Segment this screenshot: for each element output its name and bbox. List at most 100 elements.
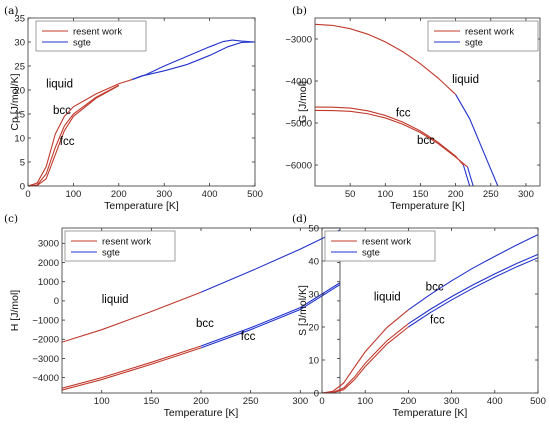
- series-line: [315, 106, 464, 166]
- x-axis-label: Temperature [K]: [164, 407, 239, 419]
- phase-annotation: bcc: [417, 135, 435, 147]
- phase-annotation: bcc: [196, 318, 214, 330]
- x-axis-label: Temperature [K]: [393, 407, 468, 419]
- series-line: [28, 78, 133, 186]
- y-tick-label: −4000: [32, 373, 59, 384]
- y-tick-label: 20: [308, 322, 319, 333]
- series-line: [408, 234, 538, 311]
- y-tick-label: 0: [54, 296, 59, 307]
- series-line: [132, 39, 255, 80]
- x-tick-label: 300: [444, 396, 460, 407]
- plot-frame: [61, 227, 341, 394]
- y-tick-label: 30: [308, 289, 319, 300]
- x-tick-label: 200: [400, 396, 416, 407]
- series-line: [200, 284, 340, 349]
- x-tick-label: 100: [65, 189, 81, 200]
- legend-label: resent work: [362, 236, 411, 247]
- x-tick-label: 250: [483, 189, 499, 200]
- y-tick-label: −3000: [285, 34, 312, 45]
- y-tick-label: −6000: [285, 160, 312, 171]
- y-tick-label: 1000: [38, 277, 59, 288]
- legend-box: [64, 230, 176, 262]
- legend-label: sgte: [362, 247, 380, 258]
- plot-frame: [314, 17, 541, 187]
- x-tick-label: 500: [247, 189, 263, 200]
- y-axis-label: G [J/mol]: [297, 81, 309, 123]
- x-tick-label: 100: [377, 189, 393, 200]
- plot-frame: [27, 17, 256, 187]
- y-tick-label: 40: [308, 256, 319, 267]
- y-tick-label: −4000: [285, 76, 312, 87]
- x-axis-label: Temperature [K]: [390, 200, 465, 212]
- series-line: [62, 345, 202, 389]
- y-tick-label: 0: [20, 181, 25, 192]
- x-tick-label: 100: [357, 396, 373, 407]
- panel-c: (c)100 150 200 250 300−4000−3000−2000−100001…: [4, 213, 341, 419]
- y-axis-label: Cp [J/mol/K]: [9, 73, 21, 130]
- series-line: [322, 309, 409, 393]
- x-tick-label: 100: [94, 396, 110, 407]
- series-line: [28, 85, 120, 186]
- x-tick-label: 200: [193, 396, 209, 407]
- panel-letter: (a): [4, 5, 18, 17]
- x-axis-label: Temperature [K]: [104, 200, 179, 212]
- panel-d: (d) 0 100 200 300 400 500 0 10 20 30 40 50 Temperatur…: [292, 213, 546, 419]
- series-line: [315, 109, 468, 168]
- legend-box: [35, 20, 147, 52]
- panel-b: (b) 50 100 150 200 250 300 −3000 −4000 −5000 −6000…: [285, 5, 541, 212]
- y-tick-label: 30: [14, 37, 25, 48]
- y-tick-label: 5: [20, 157, 25, 168]
- phase-annotation: fcc: [396, 108, 411, 120]
- legend-label: resent work: [73, 26, 122, 37]
- series-line: [467, 166, 474, 186]
- plot-frame: [321, 227, 539, 394]
- y-tick-label: −1000: [32, 315, 59, 326]
- series-line: [322, 326, 409, 393]
- phase-annotation: bcc: [53, 105, 71, 117]
- phase-annotation: fcc: [430, 315, 445, 327]
- x-tick-label: 0: [25, 189, 30, 200]
- series-line: [200, 229, 340, 293]
- legend-label: resent work: [465, 26, 514, 37]
- legend-box: [324, 230, 436, 262]
- legend-label: sgte: [102, 247, 120, 258]
- y-tick-label: 50: [308, 223, 319, 234]
- panel-letter: (b): [292, 5, 307, 17]
- y-tick-label: 20: [14, 85, 25, 96]
- series-line: [408, 257, 538, 328]
- legend-label: sgte: [465, 37, 483, 48]
- series-line: [408, 253, 538, 325]
- panel-a: (a) 0 100 200 300 400 500 0 5 10 15 20 25 30 35 Tempera…: [4, 5, 263, 212]
- x-tick-label: 150: [143, 396, 159, 407]
- x-tick-label: 300: [292, 396, 308, 407]
- y-tick-label: −5000: [285, 118, 312, 129]
- x-tick-label: 200: [448, 189, 464, 200]
- y-axis-label: H [J/mol]: [9, 290, 21, 332]
- y-tick-label: 10: [14, 133, 25, 144]
- y-tick-label: 35: [14, 13, 25, 24]
- y-tick-label: 3000: [38, 239, 59, 250]
- series-line: [322, 323, 409, 393]
- y-tick-label: −3000: [32, 354, 59, 365]
- x-tick-label: 500: [530, 396, 546, 407]
- phase-annotation: fcc: [60, 136, 75, 148]
- y-tick-label: 10: [308, 355, 319, 366]
- legend-box: [427, 20, 539, 52]
- panel-letter: (d): [292, 213, 307, 225]
- phase-annotation: liquid: [374, 292, 401, 304]
- phase-annotation: liquid: [102, 294, 129, 306]
- y-tick-label: 0: [314, 388, 319, 399]
- phase-annotation: liquid: [46, 79, 73, 91]
- x-tick-label: 0: [319, 396, 324, 407]
- series-line: [62, 347, 202, 391]
- x-tick-label: 300: [156, 189, 172, 200]
- series-line: [455, 94, 499, 186]
- x-tick-label: 150: [413, 189, 429, 200]
- y-axis-label: S [J/mol/K]: [297, 285, 309, 336]
- legend-label: resent work: [102, 236, 151, 247]
- y-tick-label: 15: [14, 109, 25, 120]
- series-line: [315, 23, 457, 95]
- y-tick-label: 2000: [38, 258, 59, 269]
- series-line: [28, 84, 120, 186]
- series-line: [132, 41, 255, 80]
